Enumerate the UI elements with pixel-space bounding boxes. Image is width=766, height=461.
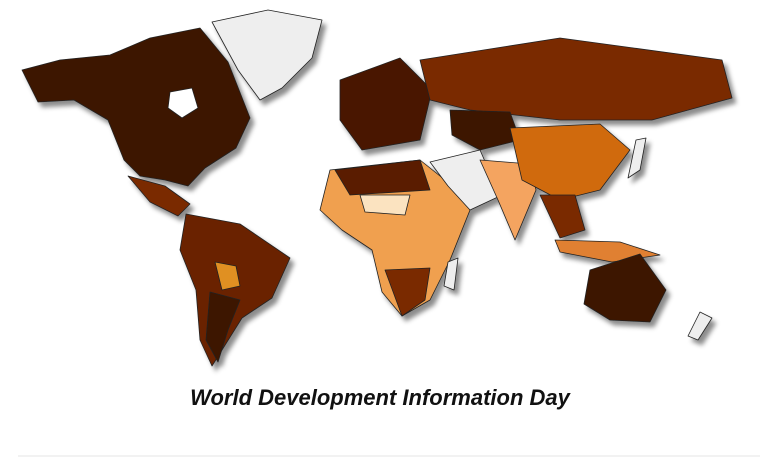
central-asia [449, 109, 521, 151]
map-title: World Development Information Day [190, 385, 572, 410]
hudson-bay [167, 87, 199, 119]
sahel [359, 194, 411, 216]
southern-africa [384, 267, 431, 317]
south-america [179, 213, 291, 367]
north-america [21, 27, 251, 187]
southeast-asia [539, 194, 586, 239]
australia [583, 253, 667, 323]
new-zealand [687, 311, 713, 341]
russia [419, 37, 733, 121]
argentina [205, 291, 241, 363]
greenland [211, 9, 323, 101]
north-africa [334, 159, 431, 196]
japan [627, 137, 647, 179]
central-america [127, 175, 191, 217]
madagascar [443, 257, 459, 291]
world-map [21, 9, 733, 367]
bolivia [214, 261, 241, 291]
indonesia [554, 239, 661, 263]
europe [339, 57, 433, 151]
china [509, 123, 631, 201]
